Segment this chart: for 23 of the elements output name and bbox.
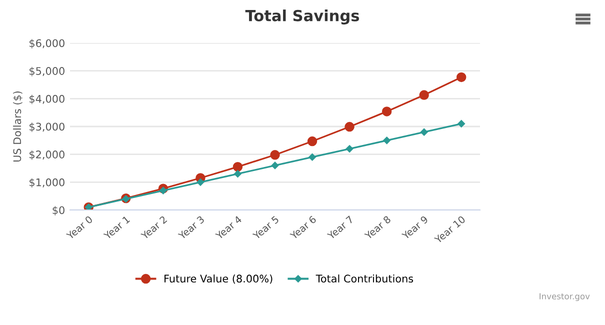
x-tick-label: Year 4 — [215, 215, 242, 240]
y-tick-label: $3,000 — [30, 122, 64, 132]
text: Investor.gov — [540, 293, 590, 302]
x-tick-label: Year 9 — [401, 215, 428, 240]
y-tick-label: $4,000 — [30, 94, 64, 104]
x-tick-label: Year 2 — [140, 216, 168, 240]
x-tick-label: Year 5 — [252, 216, 280, 240]
x-tick-label: Year 10 — [434, 215, 466, 244]
x-tick-label: Year 0 — [66, 215, 93, 240]
y-tick-label: $0 — [52, 206, 64, 216]
x-tick-label: Year 1 — [103, 216, 130, 240]
y-tick-label: $1,000 — [30, 178, 64, 188]
y-tick-label: $5,000 — [30, 66, 64, 76]
x-tick-label: Year 7 — [326, 216, 354, 240]
y-axis-title: US Dollars ($) — [13, 91, 22, 162]
y-tick-label: $2,000 — [30, 150, 64, 160]
legend-label: Total Contributions — [316, 274, 414, 283]
x-tick-label: Year 3 — [178, 215, 205, 240]
x-tick-label: Year 6 — [289, 215, 317, 240]
x-tick-label: Year 8 — [364, 215, 392, 240]
y-tick-label: $6,000 — [30, 39, 64, 48]
legend-label: Future Value (8.00%) — [164, 274, 272, 284]
chart-title: Total Savings — [245, 10, 360, 24]
